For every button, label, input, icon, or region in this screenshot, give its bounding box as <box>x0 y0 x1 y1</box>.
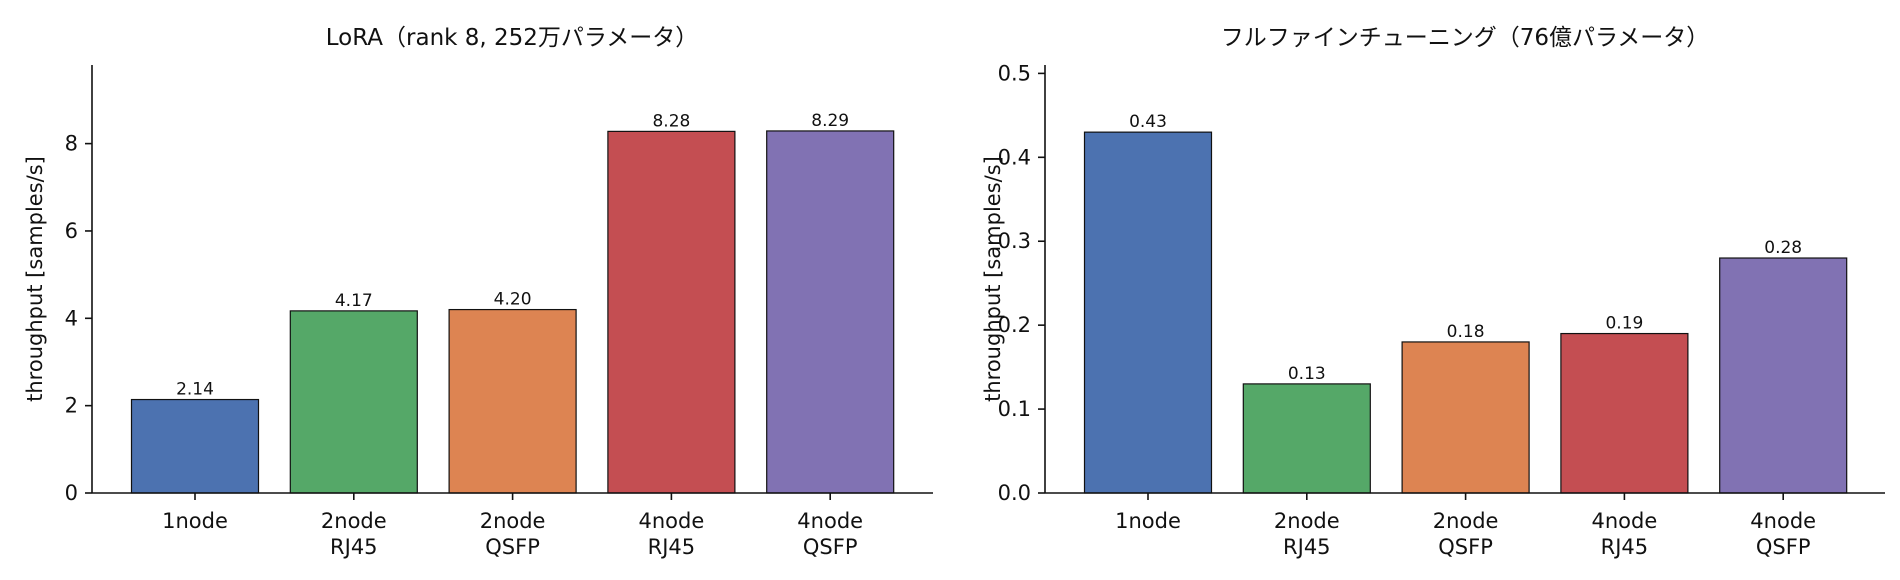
x-tick-label: QSFP <box>1438 535 1493 559</box>
chart-title: フルファインチューニング（76億パラメータ） <box>1221 25 1710 51</box>
x-tick-label: RJ45 <box>1283 535 1331 559</box>
y-axis-label: throughput [samples/s] <box>981 156 1005 402</box>
bar <box>766 130 895 494</box>
y-tick-label: 0.4 <box>998 145 1031 169</box>
x-tick-label: RJ45 <box>1601 535 1649 559</box>
y-tick-label: 0.2 <box>998 313 1031 337</box>
x-tick-label: QSFP <box>485 535 540 559</box>
data-label: 8.28 <box>652 111 690 131</box>
data-label: 2.14 <box>176 380 214 400</box>
chart-title: LoRA（rank 8, 252万パラメータ） <box>326 25 699 51</box>
y-axis-label: throughput [samples/s] <box>23 156 47 402</box>
x-tick-label: 2node <box>1433 509 1499 533</box>
bar <box>1560 332 1689 494</box>
y-tick-label: 4 <box>65 306 78 330</box>
data-label: 0.28 <box>1764 238 1802 258</box>
y-tick-label: 0.1 <box>998 397 1031 421</box>
y-tick-label: 0.3 <box>998 229 1031 253</box>
data-label: 4.17 <box>335 291 373 311</box>
y-tick-label: 0.0 <box>998 481 1031 505</box>
x-tick-label: 4node <box>797 509 863 533</box>
bar <box>607 130 736 494</box>
data-label: 0.13 <box>1288 364 1326 384</box>
bar <box>130 398 260 494</box>
bar <box>1401 341 1530 494</box>
bar <box>1719 257 1848 494</box>
x-tick-label: QSFP <box>1756 535 1811 559</box>
y-tick-label: 0.5 <box>998 61 1031 85</box>
data-label: 0.43 <box>1129 112 1167 132</box>
y-tick-label: 2 <box>65 394 78 418</box>
x-tick-label: 4node <box>1750 509 1816 533</box>
y-tick-label: 0 <box>65 481 78 505</box>
x-tick-label: 1node <box>162 509 228 533</box>
bar <box>289 310 418 494</box>
x-tick-label: RJ45 <box>648 535 696 559</box>
bar <box>448 308 577 494</box>
x-tick-label: 2node <box>1274 509 1340 533</box>
data-label: 4.20 <box>494 290 532 310</box>
x-tick-label: 1node <box>1115 509 1181 533</box>
bar <box>1242 383 1371 494</box>
x-tick-label: 2node <box>480 509 546 533</box>
x-tick-label: QSFP <box>803 535 858 559</box>
x-tick-label: 4node <box>1592 509 1658 533</box>
x-tick-label: RJ45 <box>330 535 378 559</box>
data-label: 0.18 <box>1447 322 1485 342</box>
bar <box>1083 131 1213 494</box>
x-tick-label: 2node <box>321 509 387 533</box>
y-tick-label: 8 <box>65 132 78 156</box>
x-tick-label: 4node <box>639 509 705 533</box>
data-label: 8.29 <box>811 111 849 131</box>
data-label: 0.19 <box>1605 314 1643 334</box>
y-tick-label: 6 <box>65 219 78 243</box>
